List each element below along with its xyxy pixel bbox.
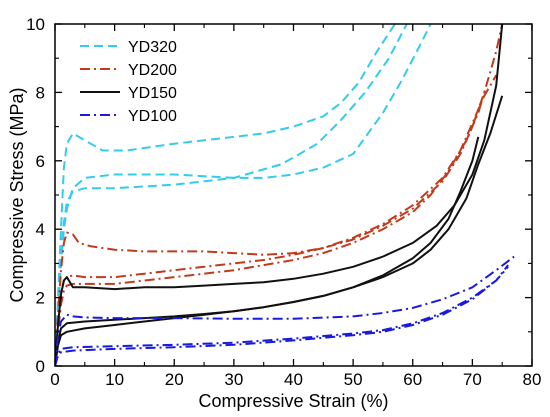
legend-label-yd100: YD100 [128,108,177,125]
curve-yd100-3 [55,266,509,366]
legend-label-yd200: YD200 [128,62,177,79]
curve-yd200-3 [55,92,486,366]
legend-label-yd150: YD150 [128,85,177,102]
x-tick-label: 0 [50,370,59,389]
curve-yd200-1 [55,24,504,366]
x-tick-label: 10 [105,370,124,389]
curve-yd200-2 [55,74,498,366]
x-tick-label: 40 [284,370,303,389]
y-tick-label: 10 [26,15,45,34]
y-tick-label: 6 [36,152,45,171]
y-tick-labels: 0 2 4 6 8 10 [26,15,45,376]
x-tick-label: 50 [344,370,363,389]
data-curves [55,24,515,366]
x-axis-title: Compressive Strain (%) [198,391,388,411]
x-tick-label: 70 [463,370,482,389]
y-tick-label: 4 [36,220,45,239]
y-tick-label: 0 [36,357,45,376]
legend: YD320 YD200 YD150 YD100 [80,39,177,125]
x-tick-label: 20 [165,370,184,389]
curve-yd150-3 [55,136,480,366]
x-tick-label: 30 [224,370,243,389]
x-tick-label: 60 [403,370,422,389]
x-tick-labels: 0 10 20 30 40 50 60 70 80 [50,370,541,389]
y-axis-title: Compressive Stress (MPa) [7,87,27,302]
curve-yd320-1 [55,24,396,366]
curve-yd100-1 [55,255,515,366]
legend-label-yd320: YD320 [128,39,177,56]
y-tick-label: 8 [36,83,45,102]
curve-yd100-2 [55,264,509,366]
curve-yd320-3 [55,24,408,366]
axis-ticks [54,23,533,367]
x-tick-label: 80 [523,370,542,389]
y-tick-label: 2 [36,289,45,308]
curve-yd150-2 [55,95,504,366]
